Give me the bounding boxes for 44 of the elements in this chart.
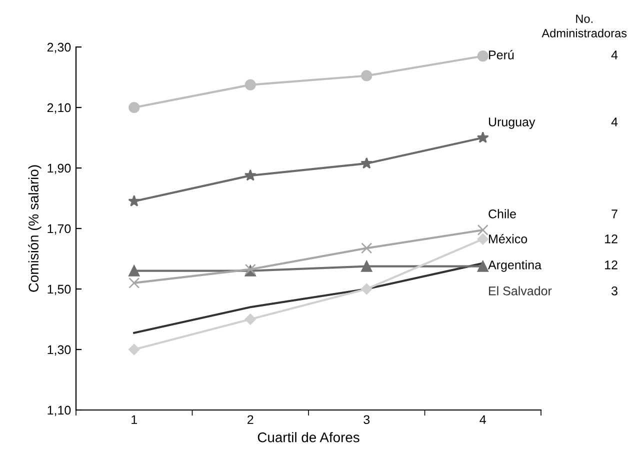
point xyxy=(128,277,140,289)
point xyxy=(477,224,488,236)
point xyxy=(244,314,256,325)
x-tick-label: 3 xyxy=(364,415,370,424)
point xyxy=(361,70,372,82)
point xyxy=(128,102,140,114)
x-tick-label: 4 xyxy=(480,415,486,424)
text: 3 xyxy=(612,286,618,296)
point xyxy=(128,265,140,276)
text: No. Administradoras xyxy=(542,14,627,38)
point xyxy=(244,79,256,90)
point xyxy=(361,260,372,272)
text: 4 xyxy=(611,118,618,126)
point xyxy=(477,233,488,245)
series-label: México xyxy=(489,234,528,244)
x-tick-label: 1 xyxy=(132,415,137,424)
y-tick-label: 1,10 xyxy=(48,406,71,416)
point xyxy=(477,50,488,62)
y-tick-label: 2,10 xyxy=(47,103,71,114)
point xyxy=(128,195,140,206)
point xyxy=(477,260,488,272)
series-label: El Salvador xyxy=(489,286,552,296)
y-tick-label: 2,30 xyxy=(47,42,71,54)
x-axis-title: Cuartil de Afores xyxy=(258,432,360,442)
text: 12 xyxy=(605,260,618,270)
x-tick-label: 2 xyxy=(248,415,254,424)
series-label: Chile xyxy=(488,209,516,218)
text: 12 xyxy=(605,234,618,244)
point xyxy=(361,283,372,295)
point xyxy=(361,242,372,254)
y-tick-label: 1,30 xyxy=(48,345,71,356)
series-label: Argentina xyxy=(488,260,542,272)
text: 7 xyxy=(612,210,618,218)
point xyxy=(244,169,256,181)
series-label: Uruguay xyxy=(488,118,536,129)
text: 4 xyxy=(611,50,618,60)
point xyxy=(128,344,140,356)
point xyxy=(360,157,373,169)
series-label: Perú xyxy=(489,50,514,60)
y-axis-title: Comisión (% salario) xyxy=(28,165,42,292)
y-tick-label: 1,90 xyxy=(48,164,71,174)
y-tick-label: 1,70 xyxy=(48,224,71,235)
point xyxy=(476,132,489,143)
y-tick-label: 1,50 xyxy=(48,284,71,296)
